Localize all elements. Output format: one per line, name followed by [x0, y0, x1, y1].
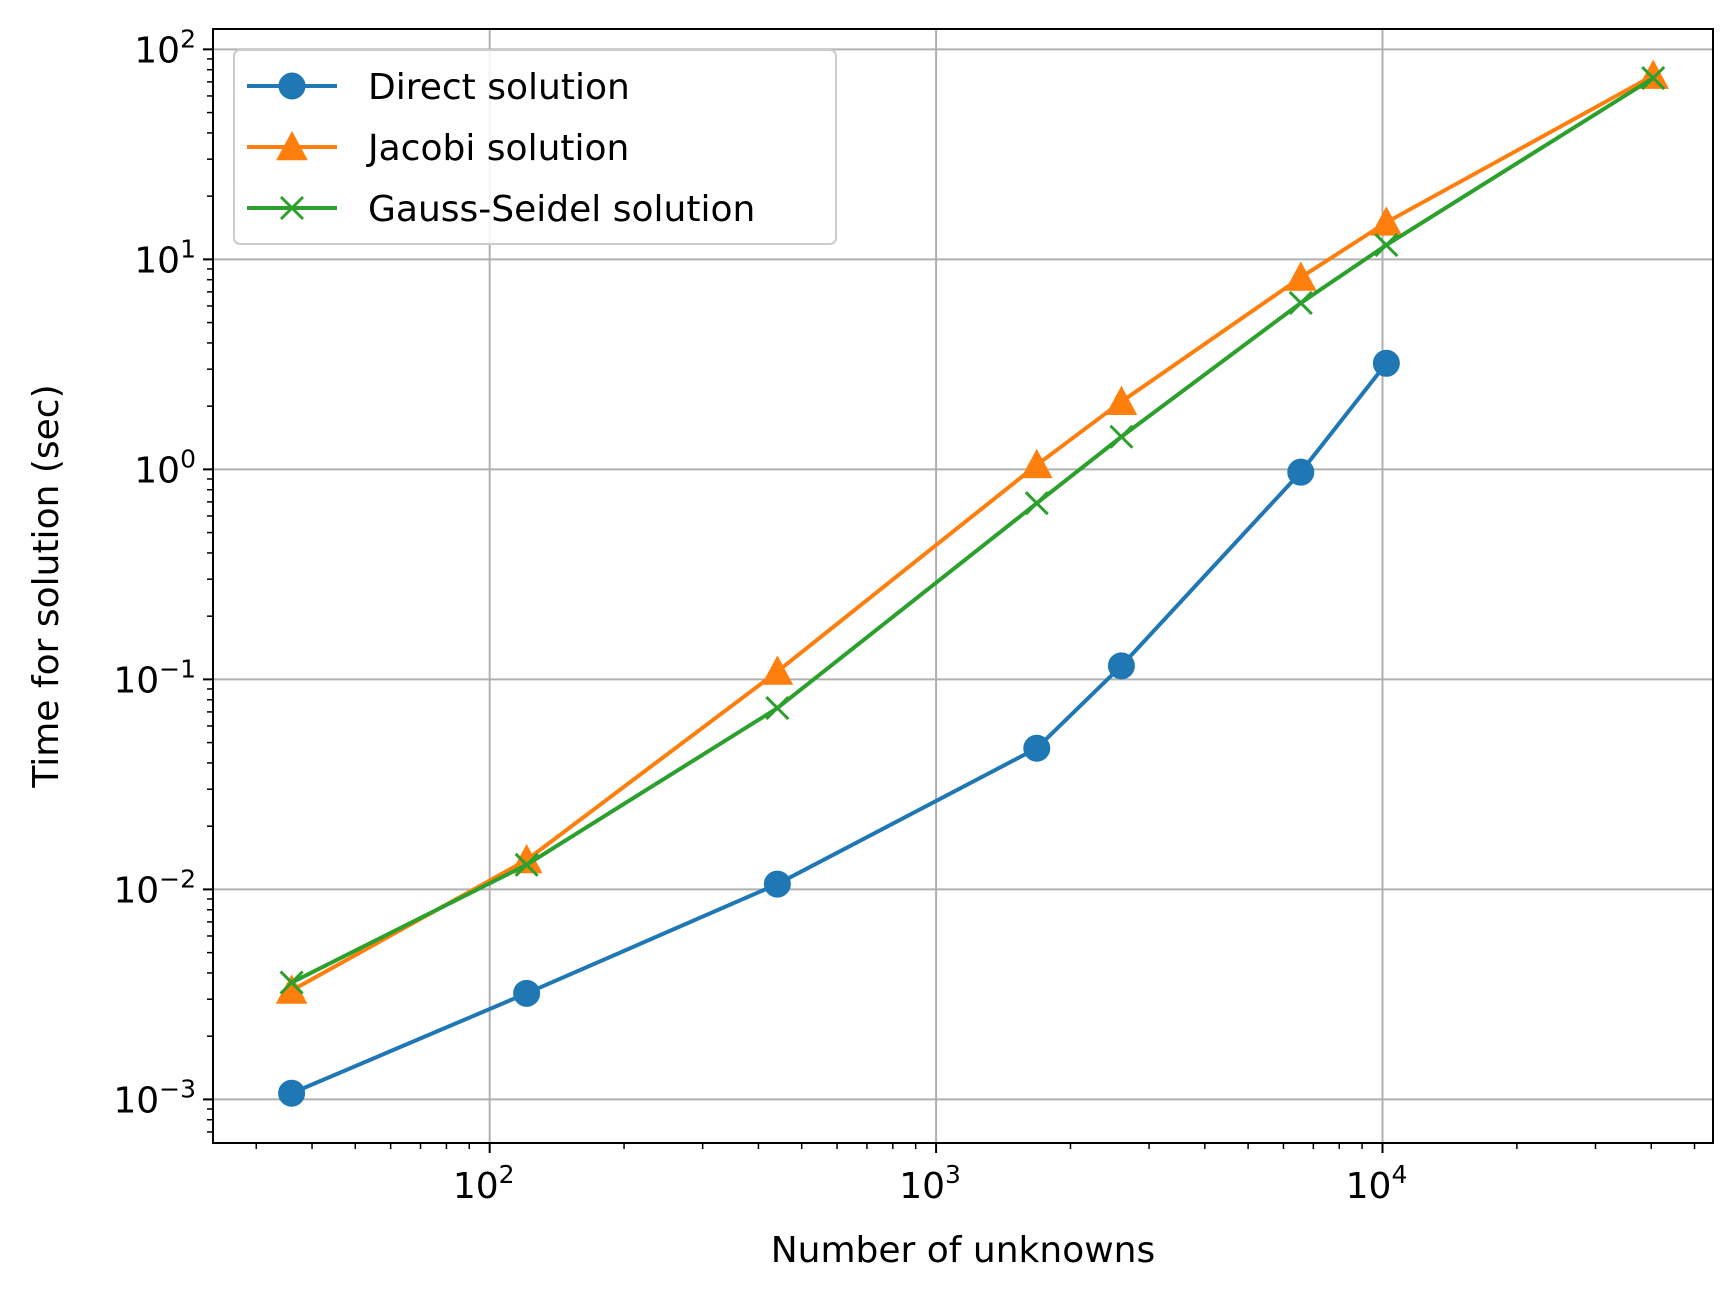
tick-labels: 102 103 104 10−3 10−2 10−1 100 101 102 [113, 24, 1407, 1207]
legend: Direct solution Jacobi solution Gauss-Seid… [233, 49, 837, 245]
legend-box [233, 49, 837, 245]
plot-frame [212, 28, 1714, 1144]
series-1 [278, 349, 1400, 1107]
data-point [765, 696, 790, 721]
series-3 [279, 65, 1666, 995]
y-axis-label: Time for solution (sec) [26, 384, 67, 788]
data-point [1024, 491, 1049, 516]
legend-entry: Jacobi solution [247, 128, 629, 169]
y-tick-label: 10−2 [113, 864, 196, 911]
legend-marker [276, 130, 308, 161]
data-point [1284, 261, 1317, 291]
data-point [1287, 458, 1315, 486]
data-point [279, 970, 304, 995]
data-point [1370, 206, 1403, 236]
x-tick-label: 104 [1346, 1160, 1408, 1207]
x-axis-label: Number of unknowns [771, 1230, 1156, 1271]
data-point [761, 655, 794, 685]
data-point [1288, 290, 1313, 316]
legend-label: Jacobi solution [366, 128, 629, 169]
data-point [1020, 448, 1053, 479]
series-layer [275, 59, 1670, 1107]
legend-entry: Direct solution [247, 67, 630, 108]
data-point [278, 1079, 306, 1107]
data-point [513, 979, 541, 1007]
legend-marker [279, 195, 305, 221]
data-point [1641, 65, 1666, 91]
data-point [1372, 349, 1400, 377]
x-tick-label: 102 [453, 1160, 515, 1207]
y-tick-label: 101 [134, 234, 196, 281]
series-line [288, 72, 1656, 994]
data-point [1023, 734, 1051, 762]
data-point [1109, 424, 1134, 449]
series-line [288, 75, 1656, 986]
data-point [514, 852, 539, 877]
y-tick-label: 100 [134, 444, 196, 491]
series-line [288, 360, 1390, 1096]
y-tick-label: 10−1 [113, 654, 196, 701]
legend-entry: Gauss-Seidel solution [247, 189, 755, 230]
series-2 [275, 59, 1670, 1004]
data-point [1374, 232, 1399, 258]
data-point [275, 974, 308, 1004]
data-point [1107, 652, 1135, 680]
major-ticks [203, 48, 1384, 1153]
data-point [763, 870, 791, 898]
legend-marker [278, 72, 306, 100]
legend-label: Gauss-Seidel solution [368, 189, 755, 230]
y-tick-label: 102 [134, 24, 196, 71]
x-tick-label: 103 [899, 1160, 961, 1207]
y-tick-label: 10−3 [113, 1074, 196, 1121]
data-point [1105, 385, 1138, 415]
legend-label: Direct solution [368, 67, 630, 108]
